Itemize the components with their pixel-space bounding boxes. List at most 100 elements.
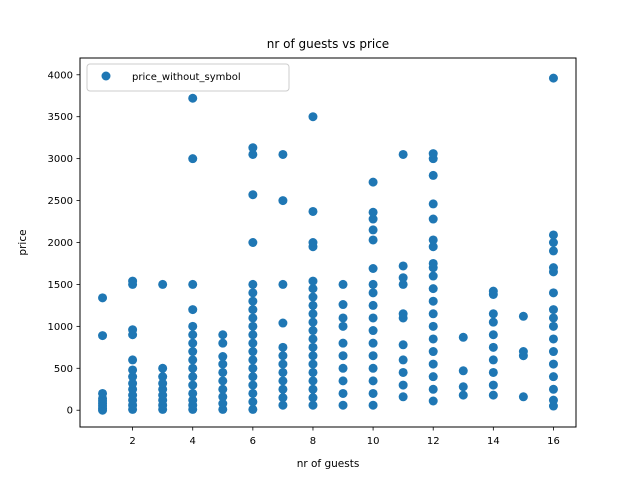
data-point: [128, 378, 138, 388]
data-point: [278, 351, 288, 361]
data-point: [248, 380, 258, 390]
data-point: [458, 332, 468, 342]
data-point: [248, 279, 258, 289]
data-point: [398, 355, 408, 365]
data-point: [248, 305, 258, 315]
data-point: [338, 388, 348, 398]
data-point: [548, 384, 558, 394]
data-point: [188, 279, 198, 289]
data-point: [428, 321, 438, 331]
data-point: [368, 177, 378, 187]
x-tick-label: 10: [367, 436, 380, 447]
data-point: [308, 384, 318, 394]
data-point: [158, 279, 168, 289]
y-axis-ticks: 0 500 1000 1500 2000 2500 3000 3500 4000: [48, 70, 80, 417]
data-point: [548, 334, 558, 344]
x-tick-label: 12: [427, 436, 440, 447]
data-point: [338, 279, 348, 289]
data-point: [188, 363, 198, 373]
data-point: [338, 313, 348, 323]
data-point: [188, 380, 198, 390]
data-point: [248, 397, 258, 407]
data-point: [548, 321, 558, 331]
data-point: [488, 380, 498, 390]
data-point: [428, 309, 438, 319]
data-point: [218, 330, 228, 340]
data-point: [548, 313, 558, 323]
data-point: [128, 276, 138, 286]
data-point: [248, 372, 258, 382]
data-point: [248, 321, 258, 331]
data-point: [548, 246, 558, 256]
data-point: [338, 321, 348, 331]
data-point: [308, 309, 318, 319]
legend-box: [86, 63, 290, 92]
data-point: [488, 286, 498, 296]
legend-marker: [101, 71, 111, 81]
data-point: [548, 238, 558, 247]
data-points: [98, 73, 558, 415]
data-point: [368, 326, 378, 336]
data-point: [308, 112, 318, 122]
data-point: [128, 372, 138, 382]
data-point: [188, 388, 198, 398]
y-tick-label: 2500: [48, 196, 73, 207]
data-point: [548, 230, 558, 240]
y-axis-label: price: [17, 229, 29, 255]
data-point: [428, 271, 438, 281]
data-point: [338, 376, 348, 386]
data-point: [248, 363, 258, 373]
data-point: [428, 372, 438, 382]
y-tick-label: 3000: [48, 154, 73, 165]
data-point: [248, 330, 258, 340]
data-point: [368, 376, 378, 386]
data-point: [428, 359, 438, 369]
data-point: [368, 300, 378, 310]
x-tick-label: 4: [190, 436, 196, 447]
data-point: [188, 321, 198, 331]
data-point: [428, 284, 438, 294]
data-point: [278, 400, 288, 410]
data-point: [308, 359, 318, 369]
data-point: [188, 154, 198, 164]
data-point: [248, 288, 258, 298]
legend: price_without_symbol: [86, 63, 290, 92]
data-point: [428, 296, 438, 306]
data-point: [368, 338, 378, 348]
data-point: [278, 318, 288, 328]
data-point: [188, 330, 198, 340]
data-point: [428, 347, 438, 357]
data-point: [278, 149, 288, 159]
data-point: [398, 380, 408, 390]
data-point: [278, 367, 288, 377]
data-point: [308, 367, 318, 377]
data-point: [188, 395, 198, 405]
data-point: [158, 378, 168, 388]
y-tick-label: 1000: [48, 322, 73, 333]
data-point: [458, 366, 468, 376]
data-point: [248, 296, 258, 306]
data-point: [308, 284, 318, 294]
data-point: [428, 235, 438, 245]
x-tick-label: 2: [129, 436, 135, 447]
y-tick-label: 4000: [48, 70, 73, 81]
data-point: [308, 334, 318, 344]
data-point: [398, 309, 408, 319]
data-point: [428, 170, 438, 180]
x-axis-label: nr of guests: [297, 458, 360, 470]
data-point: [188, 372, 198, 382]
data-point: [488, 367, 498, 377]
data-point: [308, 393, 318, 403]
data-point: [98, 331, 108, 341]
data-point: [398, 261, 408, 271]
data-point: [158, 363, 168, 373]
data-point: [398, 149, 408, 159]
data-point: [368, 400, 378, 410]
data-point: [368, 214, 378, 224]
y-tick-label: 2000: [48, 238, 73, 249]
data-point: [338, 351, 348, 361]
data-point: [368, 363, 378, 373]
data-point: [488, 390, 498, 400]
data-point: [368, 264, 378, 273]
data-point: [278, 196, 288, 206]
